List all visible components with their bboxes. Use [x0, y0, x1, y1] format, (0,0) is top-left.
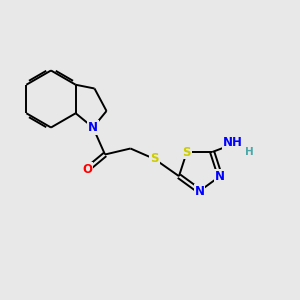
Text: H: H [244, 147, 253, 157]
Text: NH: NH [223, 136, 242, 149]
Text: N: N [88, 121, 98, 134]
Text: O: O [82, 163, 92, 176]
Text: S: S [150, 152, 159, 166]
Text: N: N [215, 170, 225, 183]
Text: N: N [194, 184, 205, 198]
Text: S: S [183, 146, 191, 158]
